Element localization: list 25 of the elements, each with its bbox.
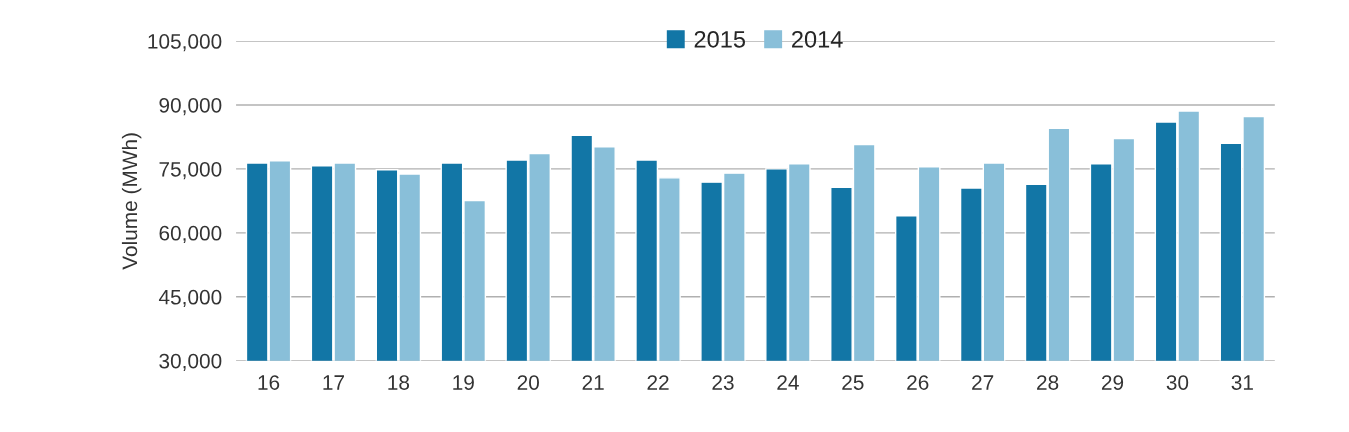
legend-label: 2015 [694, 30, 746, 48]
x-tick-label: 26 [907, 375, 929, 390]
y-tick-label: 60,000 [159, 225, 222, 244]
x-tick-label: 27 [972, 375, 994, 390]
x-tick-label: 29 [1101, 375, 1124, 390]
x-tick-label: 23 [712, 375, 734, 390]
x-tick-label: 22 [647, 375, 669, 390]
x-tick-label: 19 [453, 375, 474, 390]
legend-label: 2014 [792, 30, 843, 48]
x-tick-label: 16 [258, 375, 280, 390]
x-tick-label: 25 [842, 375, 864, 390]
x-tick-label: 18 [388, 375, 410, 390]
y-axis-title: Volume (MWh) [121, 133, 142, 270]
y-tick-label: 90,000 [159, 97, 222, 116]
x-tick-label: 28 [1037, 375, 1059, 390]
y-tick-label: 75,000 [159, 161, 222, 180]
x-tick-label: 17 [323, 375, 344, 390]
x-tick-label: 24 [777, 375, 799, 390]
y-tick-label: 45,000 [158, 289, 222, 307]
x-tick-label: 20 [517, 375, 539, 390]
x-tick-label: 31 [1231, 375, 1253, 390]
x-tick-label: 30 [1166, 375, 1189, 390]
x-tick-label: 21 [582, 375, 604, 390]
y-tick-label: 105,000 [148, 34, 222, 52]
y-tick-label: 30,000 [159, 353, 222, 371]
